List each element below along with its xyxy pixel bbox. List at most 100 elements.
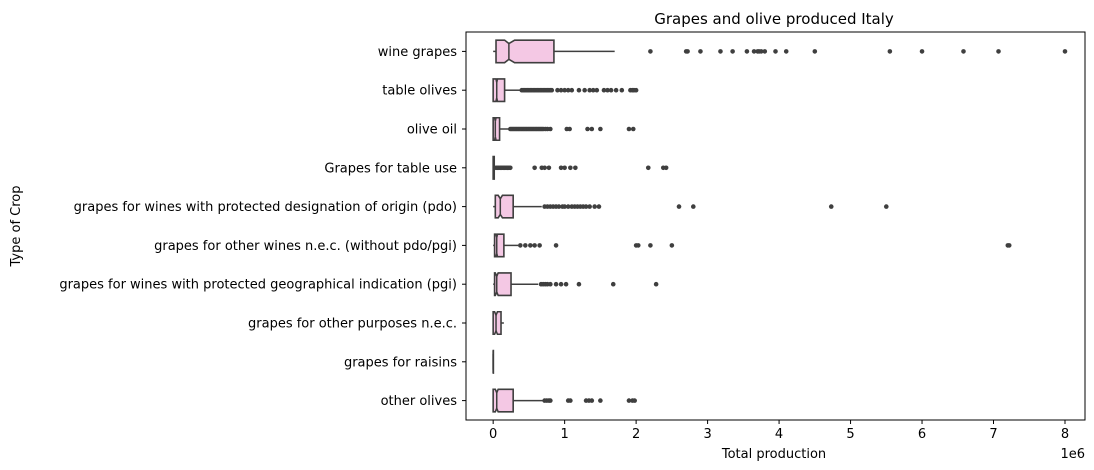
outlier-point (583, 204, 589, 209)
x-tick-label: 1 (560, 427, 568, 442)
outlier-point (565, 87, 571, 93)
box-group (493, 194, 889, 219)
x-tick-label: 0 (489, 427, 497, 442)
plot-frame (465, 31, 1086, 421)
outlier-point (553, 281, 559, 287)
outlier-point (568, 165, 573, 171)
x-tick-label: 2 (632, 427, 640, 442)
box-group (492, 116, 636, 142)
y-tick-label: grapes for wines with protected designat… (74, 200, 457, 215)
outlier-point (630, 126, 636, 132)
outlier-point (549, 87, 555, 93)
x-tick-label: 7 (989, 427, 997, 442)
box-body (494, 194, 514, 219)
box-body (492, 78, 506, 103)
outlier-point (919, 49, 925, 54)
outlier-point (598, 126, 603, 132)
outlier-point (573, 165, 578, 171)
x-tick-label: 3 (703, 427, 711, 442)
outlier-point (589, 126, 595, 132)
outlier-point (542, 165, 547, 171)
outlier-point (576, 281, 582, 287)
outlier-point (626, 126, 632, 132)
box-body (492, 388, 514, 413)
y-tick-label: Grapes for table use (324, 161, 457, 176)
y-tick-label: grapes for other purposes n.e.c. (248, 317, 457, 332)
outlier-point (548, 398, 553, 403)
x-axis-label: Total production (721, 447, 826, 462)
outlier-point (762, 49, 768, 54)
y-tick-label: grapes for raisins (344, 355, 457, 370)
outlier-point (590, 87, 596, 93)
box-group (492, 78, 639, 103)
x-tick-label: 8 (1061, 427, 1069, 442)
outlier-point (598, 398, 603, 403)
outlier-point (518, 243, 523, 248)
outlier-point (562, 87, 567, 93)
outlier-point (558, 281, 564, 287)
outlier-point (605, 87, 610, 93)
outlier-point (508, 165, 513, 171)
outlier-point (567, 126, 572, 132)
plot-area (492, 39, 1068, 413)
outlier-point (523, 243, 528, 248)
outlier-point (569, 87, 575, 93)
outlier-point (1062, 49, 1068, 54)
box-body (492, 310, 502, 336)
box-group (492, 388, 637, 413)
outlier-point (828, 204, 834, 209)
outlier-point (632, 398, 637, 403)
outlier-point (613, 87, 619, 93)
outlier-point (648, 243, 653, 248)
x-tick-label: 6 (918, 427, 926, 442)
outlier-point (587, 87, 592, 93)
outlier-point (698, 49, 703, 54)
outlier-point (585, 126, 590, 132)
outlier-point (594, 87, 600, 93)
outlier-point (633, 87, 639, 93)
outlier-point (562, 204, 567, 209)
outlier-point (961, 49, 966, 54)
outlier-point (537, 243, 542, 248)
outlier-point (546, 165, 552, 171)
outlier-point (744, 49, 750, 54)
box-body (493, 272, 512, 297)
outlier-point (562, 165, 567, 171)
y-tick-label: table olives (382, 84, 457, 99)
x-tick-label: 4 (775, 427, 783, 442)
y-axis-label: Type of Crop (9, 186, 24, 268)
outlier-point (532, 243, 537, 248)
outlier-point (576, 87, 582, 93)
outlier-point (730, 49, 735, 54)
outlier-point (676, 204, 682, 209)
outlier-point (626, 398, 632, 403)
outlier-point (758, 49, 764, 54)
outlier-point (556, 204, 562, 209)
x-tick-label: 5 (846, 427, 854, 442)
outlier-point (773, 49, 778, 54)
outlier-point (887, 49, 893, 54)
outlier-point (592, 204, 597, 209)
outlier-point (532, 165, 537, 171)
outlier-point (555, 87, 560, 93)
outlier-point (553, 243, 559, 248)
outlier-point (608, 87, 614, 93)
outlier-point (563, 281, 569, 287)
axes: wine grapes table olives olive oil Grapes f… (59, 31, 1086, 442)
outlier-point (883, 204, 889, 209)
outlier-point (596, 204, 602, 209)
outlier-point (663, 165, 669, 171)
chart-title: Grapes and olive produced Italy (654, 10, 894, 28)
outlier-point (996, 49, 1001, 54)
outlier-point (568, 398, 573, 403)
box-body (493, 233, 505, 258)
outlier-point (718, 49, 723, 54)
y-tick-label: wine grapes (378, 45, 457, 60)
outlier-point (648, 49, 653, 54)
outlier-point (619, 87, 625, 93)
outlier-point (751, 49, 757, 54)
box-group (493, 233, 1012, 258)
outlier-point (601, 87, 607, 93)
outlier-point (558, 165, 564, 171)
outlier-point (653, 281, 659, 287)
